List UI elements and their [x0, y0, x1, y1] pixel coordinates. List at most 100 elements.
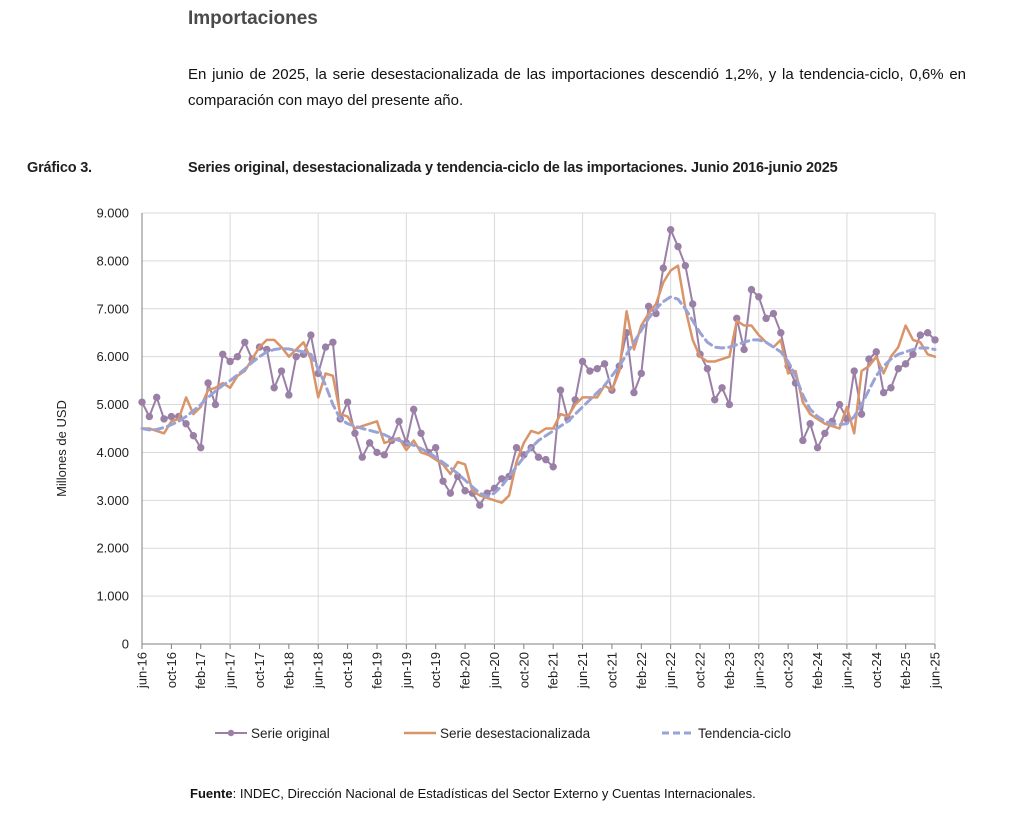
series-original-point	[233, 352, 242, 361]
series-original-point	[351, 429, 359, 437]
x-tick-label: feb-19	[369, 652, 384, 689]
source-note: Fuente: INDEC, Dirección Nacional de Est…	[190, 786, 756, 801]
series-original-point	[556, 386, 565, 394]
y-tick-label: 3.000	[96, 493, 129, 508]
section-title: Importaciones	[188, 8, 318, 29]
series-original-point	[182, 420, 190, 428]
series-original-point	[630, 388, 638, 397]
y-tick-label: 5.000	[96, 397, 129, 412]
y-tick-label: 4.000	[96, 445, 129, 460]
series-original-point	[277, 367, 286, 375]
legend-label-original: Serie original	[251, 726, 330, 741]
x-tick-label: jun-24	[839, 652, 854, 689]
series-original-point	[769, 309, 778, 318]
series-original-point	[358, 453, 366, 461]
x-tick-label: feb-25	[898, 652, 913, 689]
series-original-point	[923, 329, 932, 337]
x-tick-label: jun-21	[575, 652, 590, 689]
series-original-point	[725, 400, 734, 409]
legend-label-desestacionalizada: Serie desestacionalizada	[440, 726, 591, 741]
x-tick-label: jun-22	[663, 652, 678, 689]
y-tick-label: 6.000	[96, 349, 129, 364]
series-original-point	[850, 367, 858, 375]
series-original-point	[821, 429, 829, 437]
imports-line-chart: 0 1.000 2.000 3.000 4.000 5.000 6.000 7.000 8.00…	[54, 206, 943, 742]
series-original-point	[417, 429, 425, 437]
x-tick-label: jun-16	[135, 652, 150, 689]
series-original-point	[439, 477, 447, 485]
series-original-point	[498, 475, 506, 483]
series-original-point	[718, 384, 726, 392]
series-original-point	[688, 300, 697, 308]
series-desestacionalizada-line	[140, 264, 937, 504]
chart-number-label: Gráfico 3.	[27, 160, 92, 176]
series-original-point	[542, 455, 550, 464]
intro-paragraph: En junio de 2025, la serie desestacional…	[188, 66, 966, 109]
y-axis-title: Millones de USD	[54, 400, 69, 497]
series-original-point	[681, 261, 690, 270]
series-original-point	[270, 384, 278, 392]
x-tick-label: jun-19	[399, 652, 414, 689]
y-tick-label: 9.000	[96, 206, 129, 221]
series-original-point	[600, 360, 609, 368]
series-original-point	[534, 453, 543, 461]
source-label: Fuente	[190, 786, 233, 801]
series-original-point	[806, 420, 814, 428]
series-original-point	[887, 384, 895, 392]
series-original-point	[666, 226, 675, 234]
x-tick-label: jun-17	[223, 652, 238, 689]
series-original-point	[226, 357, 234, 366]
series-original-point	[204, 379, 212, 387]
chart-title: Series original, desestacionalizada y te…	[188, 160, 838, 176]
series-original-point	[512, 443, 521, 452]
series-original-point	[365, 439, 374, 447]
series-original-point	[777, 329, 785, 337]
y-tick-label: 2.000	[96, 541, 129, 556]
series-original-point	[637, 369, 645, 378]
series-original-point	[167, 412, 176, 421]
series-original-point	[586, 367, 594, 375]
series-original-point	[219, 350, 227, 358]
series-original-line	[141, 228, 936, 507]
series-original-point	[211, 400, 220, 409]
series-original-point	[578, 357, 587, 366]
x-tick-label: oct-19	[428, 652, 443, 688]
series-tendencia-ciclo-line	[140, 295, 937, 498]
series-original-point	[160, 415, 168, 423]
series-original-point	[879, 388, 888, 397]
series-original-point	[461, 487, 469, 495]
series-original-point	[329, 338, 337, 347]
series-original-point	[373, 448, 381, 457]
series-original-point	[138, 398, 146, 406]
x-tick-label: jun-23	[751, 652, 766, 689]
x-tick-label: jun-20	[487, 652, 502, 689]
series-original-point	[857, 410, 866, 418]
series-original-point	[659, 264, 668, 272]
series-original-point	[197, 443, 205, 452]
series-original-point	[813, 443, 822, 452]
series-original-point	[432, 443, 440, 452]
x-tick-label: oct-23	[781, 652, 796, 688]
x-tick-label: oct-18	[340, 652, 355, 688]
y-tick-label: 7.000	[96, 301, 129, 316]
x-tick-label: feb-17	[193, 652, 208, 689]
series-original-point	[380, 451, 389, 459]
series-original-point	[476, 501, 484, 509]
series-original-point	[901, 360, 910, 368]
series-original-point	[241, 338, 249, 347]
legend-marker-original	[227, 729, 235, 737]
series-original-point	[872, 348, 880, 356]
series-original-point	[343, 398, 352, 406]
series-original-point	[762, 314, 770, 323]
series-original-point	[931, 336, 939, 344]
series-original-point	[799, 436, 807, 445]
y-tick-label: 1.000	[96, 589, 129, 604]
series-original-point	[644, 302, 653, 311]
series-original-point	[865, 355, 873, 363]
series-original-point	[285, 391, 293, 399]
x-tick-label: feb-23	[722, 652, 737, 689]
x-tick-label: oct-17	[252, 652, 267, 688]
x-tick-label: oct-24	[869, 652, 884, 688]
series-original-point	[446, 489, 455, 497]
series-original-point	[747, 285, 756, 294]
